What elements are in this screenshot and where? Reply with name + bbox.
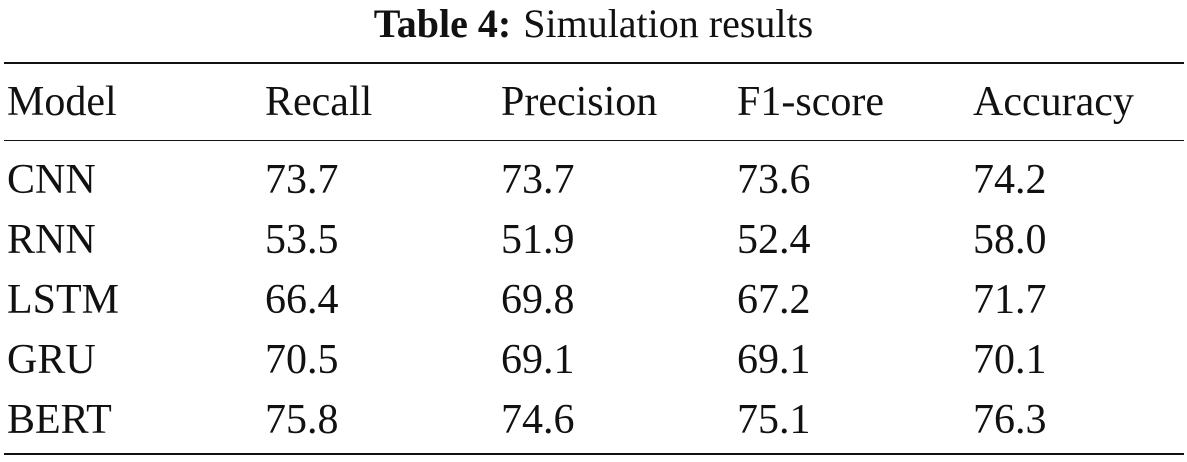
recall-cell: 75.8 xyxy=(265,397,339,443)
header-cell-accuracy: Accuracy xyxy=(973,79,1134,125)
table-row: GRU 70.5 69.1 69.1 70.1 xyxy=(0,330,1187,390)
header-cell-recall: Recall xyxy=(265,79,373,125)
precision-cell: 73.7 xyxy=(501,157,575,203)
table-header-row: Model Recall Precision F1-score Accuracy xyxy=(0,72,1187,132)
model-cell: GRU xyxy=(7,337,96,383)
accuracy-cell: 71.7 xyxy=(973,277,1047,323)
recall-cell: 73.7 xyxy=(265,157,339,203)
recall-cell: 66.4 xyxy=(265,277,339,323)
f1-score-cell: 67.2 xyxy=(737,277,811,323)
table-row: RNN 53.5 51.9 52.4 58.0 xyxy=(0,210,1187,270)
precision-cell: 69.8 xyxy=(501,277,575,323)
model-cell: CNN xyxy=(7,157,96,203)
table-row: LSTM 66.4 69.8 67.2 71.7 xyxy=(0,270,1187,330)
f1-score-cell: 52.4 xyxy=(737,217,811,263)
header-cell-f1-score: F1-score xyxy=(737,79,884,125)
table-row: CNN 73.7 73.7 73.6 74.2 xyxy=(0,150,1187,210)
f1-score-cell: 75.1 xyxy=(737,397,811,443)
accuracy-cell: 70.1 xyxy=(973,337,1047,383)
accuracy-cell: 58.0 xyxy=(973,217,1047,263)
f1-score-cell: 69.1 xyxy=(737,337,811,383)
model-cell: BERT xyxy=(7,397,112,443)
f1-score-cell: 73.6 xyxy=(737,157,811,203)
bottom-rule xyxy=(4,453,1184,455)
accuracy-cell: 74.2 xyxy=(973,157,1047,203)
recall-cell: 53.5 xyxy=(265,217,339,263)
top-rule xyxy=(4,62,1184,64)
model-cell: LSTM xyxy=(7,277,120,323)
recall-cell: 70.5 xyxy=(265,337,339,383)
table-row: BERT 75.8 74.6 75.1 76.3 xyxy=(0,390,1187,450)
precision-cell: 74.6 xyxy=(501,397,575,443)
table-caption-text: Simulation results xyxy=(523,1,814,46)
table-caption-label: Table 4: xyxy=(373,1,512,46)
table-caption: Table 4: Simulation results xyxy=(0,0,1187,48)
header-cell-model: Model xyxy=(7,79,117,125)
header-cell-precision: Precision xyxy=(501,79,658,125)
model-cell: RNN xyxy=(7,217,96,263)
header-rule xyxy=(4,140,1184,141)
precision-cell: 51.9 xyxy=(501,217,575,263)
accuracy-cell: 76.3 xyxy=(973,397,1047,443)
precision-cell: 69.1 xyxy=(501,337,575,383)
